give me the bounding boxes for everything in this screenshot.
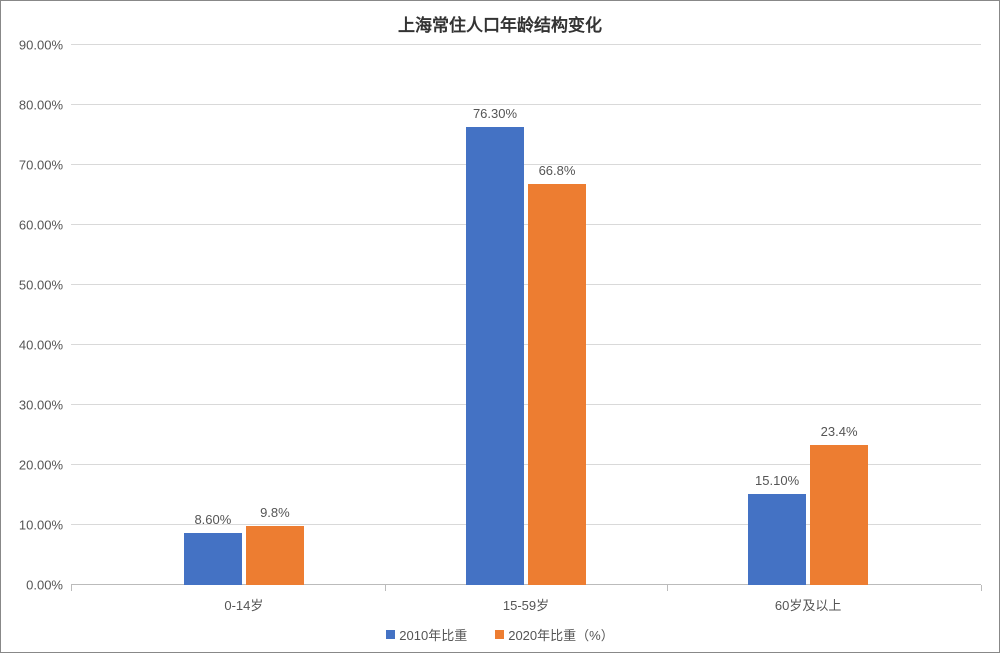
legend-item: 2020年比重（%） — [495, 625, 613, 644]
bar-value-label: 8.60% — [194, 512, 231, 527]
y-tick-label: 10.00% — [19, 518, 63, 533]
bar: 9.8% — [246, 526, 304, 585]
chart-title: 上海常住人口年龄结构变化 — [1, 1, 999, 36]
y-tick-label: 30.00% — [19, 398, 63, 413]
legend-swatch — [495, 630, 504, 639]
gridline — [71, 104, 981, 105]
chart-frame: 上海常住人口年龄结构变化 0.00%10.00%20.00%30.00%40.0… — [0, 0, 1000, 653]
y-tick-label: 20.00% — [19, 458, 63, 473]
gridline — [71, 284, 981, 285]
y-tick-label: 60.00% — [19, 218, 63, 233]
bar-value-label: 15.10% — [755, 473, 799, 488]
x-tick — [667, 585, 668, 591]
gridline — [71, 404, 981, 405]
y-tick-label: 50.00% — [19, 278, 63, 293]
bar: 23.4% — [810, 445, 868, 585]
bar-value-label: 23.4% — [821, 424, 858, 439]
legend-item: 2010年比重 — [386, 625, 467, 644]
legend: 2010年比重 2020年比重（%） — [1, 625, 999, 644]
bar: 15.10% — [748, 494, 806, 585]
y-tick-label: 40.00% — [19, 338, 63, 353]
x-category-label: 0-14岁 — [224, 595, 263, 614]
legend-label: 2020年比重（%） — [508, 625, 613, 644]
plot-area: 0.00%10.00%20.00%30.00%40.00%50.00%60.00… — [71, 45, 981, 585]
legend-swatch — [386, 630, 395, 639]
gridline — [71, 164, 981, 165]
bar: 66.8% — [528, 184, 586, 585]
x-category-label: 60岁及以上 — [775, 595, 841, 614]
x-tick — [981, 585, 982, 591]
bar: 8.60% — [184, 533, 242, 585]
x-tick — [71, 585, 72, 591]
bar-value-label: 66.8% — [539, 163, 576, 178]
y-tick-label: 70.00% — [19, 158, 63, 173]
gridline — [71, 224, 981, 225]
gridline — [71, 344, 981, 345]
y-tick-label: 80.00% — [19, 98, 63, 113]
y-tick-label: 0.00% — [26, 578, 63, 593]
x-tick — [385, 585, 386, 591]
y-tick-label: 90.00% — [19, 38, 63, 53]
legend-label: 2010年比重 — [399, 625, 467, 644]
gridline — [71, 44, 981, 45]
bar: 76.30% — [466, 127, 524, 585]
bar-value-label: 9.8% — [260, 505, 290, 520]
bar-value-label: 76.30% — [473, 106, 517, 121]
x-category-label: 15-59岁 — [503, 595, 549, 614]
